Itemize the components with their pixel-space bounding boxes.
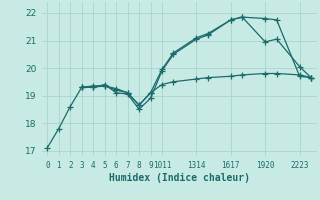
- X-axis label: Humidex (Indice chaleur): Humidex (Indice chaleur): [109, 173, 250, 183]
